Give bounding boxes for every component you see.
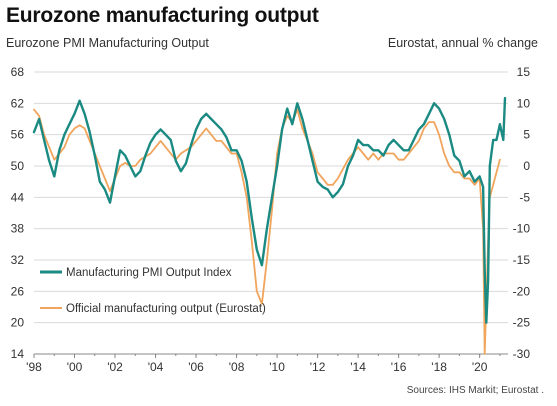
right-axis-tick-label: 10	[517, 96, 531, 110]
right-axis-tick-label: -10	[513, 222, 531, 236]
x-axis-tick-label: '12	[310, 360, 326, 374]
left-axis-tick-label: 26	[11, 284, 25, 298]
left-axis-caption: Eurozone PMI Manufacturing Output	[6, 36, 209, 50]
x-axis-tick-label: '06	[188, 360, 204, 374]
left-axis-tick-label: 68	[11, 65, 25, 79]
x-axis-tick-label: '04	[148, 360, 164, 374]
left-axis-tick-label: 32	[11, 253, 25, 267]
right-axis-tick-label: 5	[523, 128, 530, 142]
x-axis-tick-label: '18	[431, 360, 447, 374]
right-axis-caption: Eurostat, annual % change	[387, 36, 538, 50]
chart-title: Eurozone manufacturing output	[6, 4, 319, 27]
right-axis-tick-label: -15	[513, 253, 531, 267]
right-axis-tick-label: -30	[513, 347, 531, 361]
x-axis-tick-label: '16	[391, 360, 407, 374]
left-axis-tick-label: 50	[11, 159, 25, 173]
left-axis-tick-label: 62	[11, 96, 25, 110]
left-axis-tick-label: 20	[11, 316, 25, 330]
x-axis-tick-label: '10	[269, 360, 285, 374]
x-axis-tick-label: '02	[107, 360, 123, 374]
right-axis-tick-label: -20	[513, 284, 531, 298]
source-note: Sources: IHS Markit; Eurostat .	[406, 385, 544, 396]
left-axis-tick-label: 14	[11, 347, 25, 361]
right-axis-tick-label: -25	[513, 316, 531, 330]
pmi-output-series-line	[32, 96, 507, 324]
left-axis-tick-label: 38	[11, 222, 25, 236]
right-axis-tick-label: -5	[519, 190, 530, 204]
left-axis-tick-label: 56	[11, 128, 25, 142]
right-axis-tick-label: 15	[517, 65, 531, 79]
x-axis-tick-label: '08	[229, 360, 245, 374]
x-axis-tick-label: '20	[472, 360, 488, 374]
legend-label-eurostat: Official manufacturing output (Eurostat)	[66, 303, 266, 315]
x-axis-tick-label: '00	[67, 360, 83, 374]
x-axis-tick-label: '14	[350, 360, 366, 374]
legend-label-pmi: Manufacturing PMI Output Index	[66, 267, 232, 279]
x-axis-tick-label: '98	[26, 360, 42, 374]
right-axis-tick-label: 0	[523, 159, 530, 173]
left-axis-tick-label: 44	[11, 190, 25, 204]
